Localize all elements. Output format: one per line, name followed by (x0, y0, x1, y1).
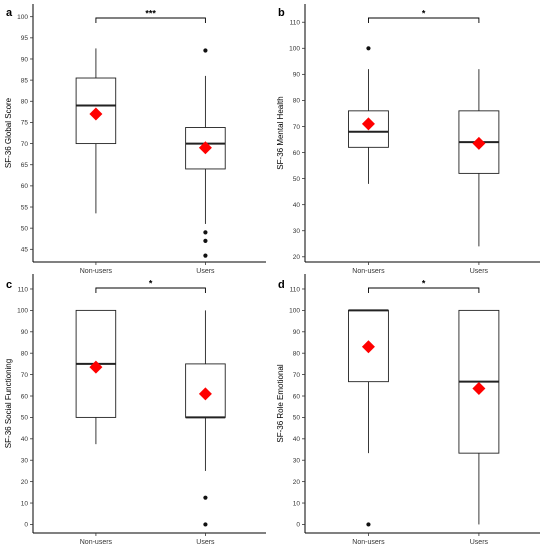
y-tick-label: 55 (21, 204, 29, 211)
significance-label: * (422, 9, 426, 19)
y-tick-label: 40 (293, 202, 301, 209)
mean-marker (472, 382, 486, 396)
y-tick-label: 100 (289, 308, 300, 315)
y-tick-label: 10 (21, 500, 29, 507)
y-tick-label: 80 (293, 98, 301, 105)
significance-label: *** (145, 9, 156, 19)
outlier-point (203, 522, 208, 527)
y-tick-label: 30 (293, 228, 301, 235)
mean-marker (198, 141, 212, 155)
y-tick-label: 50 (21, 415, 29, 422)
y-tick-label: 80 (21, 350, 29, 357)
y-tick-label: 70 (21, 141, 29, 148)
mean-marker (89, 360, 103, 374)
y-tick-label: 70 (21, 372, 29, 379)
outlier-point (203, 495, 208, 500)
x-category-label: Non-users (80, 539, 113, 546)
mean-marker (89, 107, 103, 121)
outlier-point (366, 522, 371, 527)
y-tick-label: 40 (293, 436, 301, 443)
y-tick-label: 0 (24, 522, 28, 529)
y-tick-label: 20 (293, 254, 301, 261)
y-axis-title: SF-36 Social Functioning (4, 359, 13, 448)
y-tick-label: 10 (293, 500, 301, 507)
y-tick-label: 65 (21, 162, 29, 169)
y-tick-label: 30 (21, 458, 29, 465)
significance-label: * (422, 279, 426, 289)
outlier-point (366, 46, 371, 51)
outlier-point (203, 48, 208, 53)
y-tick-label: 75 (21, 120, 29, 127)
x-category-label: Users (470, 539, 489, 546)
y-tick-label: 90 (21, 56, 29, 63)
y-tick-label: 90 (21, 329, 29, 336)
outlier-point (203, 238, 208, 243)
y-tick-label: 90 (293, 329, 301, 336)
y-tick-label: 110 (290, 20, 301, 27)
y-tick-label: 20 (293, 479, 301, 486)
significance-bracket (368, 287, 480, 293)
significance-bracket (95, 287, 206, 293)
mean-marker (198, 387, 212, 401)
y-tick-label: 50 (21, 225, 29, 232)
y-tick-label: 110 (290, 286, 301, 293)
panel-letter: d (278, 279, 285, 291)
x-category-label: Non-users (352, 539, 385, 546)
y-tick-label: 70 (293, 124, 301, 131)
outlier-point (203, 230, 208, 235)
y-tick-label: 90 (293, 72, 301, 79)
outlier-point (203, 253, 208, 258)
mean-marker (361, 340, 375, 354)
panel-a: a 45 50 55 60 65 70 75 80 85 90 95 100 SF-36 Global S… (4, 4, 266, 275)
x-category-label: Users (470, 268, 489, 275)
y-axis-title: SF-36 Global Score (4, 97, 13, 168)
y-tick-label: 60 (293, 393, 301, 400)
y-axis-title: SF-36 Role Emotional (276, 364, 285, 442)
y-tick-label: 50 (293, 415, 301, 422)
x-category-label: Users (196, 268, 215, 275)
significance-bracket (95, 17, 206, 23)
y-tick-label: 110 (18, 286, 29, 293)
y-tick-label: 60 (21, 183, 29, 190)
y-tick-label: 60 (293, 150, 301, 157)
x-category-label: Users (196, 539, 215, 546)
y-tick-label: 100 (17, 308, 28, 315)
y-tick-label: 80 (293, 350, 301, 357)
y-tick-label: 95 (21, 35, 29, 42)
panel-b: b 20 30 40 50 60 70 80 90 100 110 SF-36 Mental Heal… (276, 4, 540, 275)
panel-letter: c (6, 279, 12, 291)
y-axis-title: SF-36 Mental Health (276, 96, 285, 169)
y-tick-label: 100 (289, 46, 300, 53)
y-tick-label: 85 (21, 77, 29, 84)
y-tick-label: 80 (21, 99, 29, 106)
x-category-label: Non-users (80, 268, 113, 275)
y-tick-label: 30 (293, 458, 301, 465)
significance-label: * (149, 279, 153, 289)
panel-letter: b (278, 7, 285, 19)
y-tick-label: 20 (21, 479, 29, 486)
y-tick-label: 100 (17, 14, 28, 21)
significance-bracket (368, 17, 480, 23)
y-tick-label: 60 (21, 393, 29, 400)
y-tick-label: 40 (21, 436, 29, 443)
x-category-label: Non-users (352, 268, 385, 275)
mean-marker (361, 117, 375, 131)
y-tick-label: 50 (293, 176, 301, 183)
mean-marker (472, 136, 486, 150)
y-tick-label: 45 (21, 247, 29, 254)
panel-letter: a (6, 7, 13, 19)
panel-c: c 0 10 20 30 40 50 60 70 80 90 100 110 SF-36 Social F… (4, 274, 266, 546)
y-tick-label: 0 (296, 522, 300, 529)
panel-d: d 0 10 20 30 40 50 60 70 80 90 100 110 SF-36 Role Emo… (276, 274, 540, 546)
y-tick-label: 70 (293, 372, 301, 379)
